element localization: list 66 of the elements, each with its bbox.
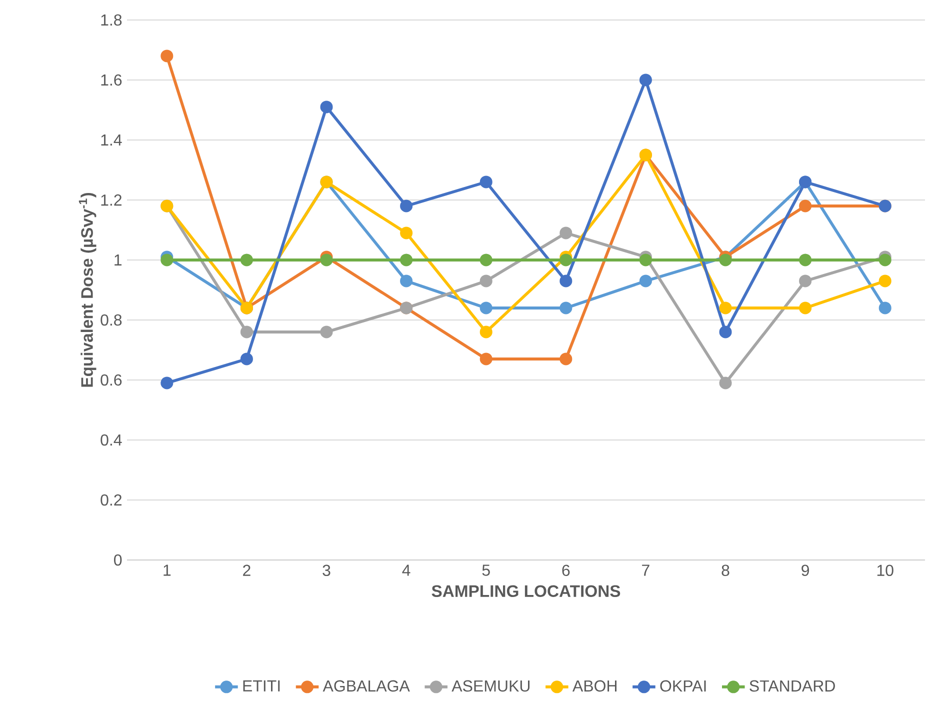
point	[480, 274, 492, 288]
point	[480, 352, 492, 366]
legend-label: STANDARD	[750, 680, 835, 692]
legend-label: AGBALAGA	[322, 680, 410, 692]
point	[240, 326, 253, 338]
point	[878, 274, 892, 288]
point	[160, 254, 174, 266]
legend-label: OKPAI	[660, 680, 706, 692]
point	[400, 254, 413, 266]
point	[320, 254, 333, 266]
y-tick-label: 1.8	[101, 14, 122, 26]
point	[480, 302, 492, 314]
x-tick-label: 4	[402, 564, 410, 576]
x-tick-label: 6	[562, 564, 570, 576]
x-tick-label: 10	[877, 564, 894, 576]
point	[480, 254, 492, 266]
point	[400, 200, 413, 212]
point	[400, 274, 413, 288]
y-tick-label: 1.2	[101, 194, 122, 206]
y-tick-label: 0.8	[100, 314, 122, 326]
point	[799, 274, 812, 288]
point	[320, 100, 333, 114]
y-tick-label: 1	[114, 254, 122, 266]
point	[480, 326, 492, 338]
point	[240, 254, 253, 266]
point	[639, 274, 652, 288]
x-tick-label: 9	[802, 564, 809, 576]
point	[160, 376, 174, 390]
y-tick-label: 1.4	[101, 134, 122, 146]
x-tick-label: 2	[243, 564, 250, 576]
point	[400, 226, 413, 240]
point	[799, 254, 812, 266]
point	[639, 254, 652, 266]
point	[719, 326, 732, 338]
x-axis-title: SAMPLING LOCATIONS	[432, 585, 620, 597]
point	[639, 74, 652, 86]
point	[560, 274, 572, 288]
x-tick-label: 8	[722, 564, 730, 576]
point	[719, 376, 732, 390]
x-tick-label: 5	[482, 564, 490, 576]
point	[560, 302, 572, 314]
point	[560, 226, 572, 240]
point	[878, 254, 892, 266]
point	[719, 302, 732, 314]
y-tick-label: 0.4	[100, 434, 122, 446]
y-axis-title: Equivalent Dose (µSvy$^{-1}$)	[78, 192, 96, 387]
point	[799, 302, 812, 314]
y-tick-label: 0.2	[100, 494, 122, 506]
point	[560, 254, 572, 266]
y-tick-label: 0	[114, 554, 122, 566]
point	[320, 326, 333, 338]
legend-label: ETITI	[243, 680, 280, 692]
point	[480, 176, 492, 188]
point	[719, 254, 732, 266]
point	[799, 200, 812, 212]
y-tick-label: 1.6	[101, 74, 122, 86]
point	[878, 302, 892, 314]
y-tick-label: 0.6	[100, 374, 122, 386]
x-tick-label: 7	[642, 564, 650, 576]
x-tick-label: 1	[164, 564, 171, 576]
point	[160, 50, 174, 62]
point	[560, 352, 572, 366]
legend-label: ABOH	[572, 680, 616, 692]
x-tick-label: 3	[322, 564, 330, 576]
legend-label: ASEMUKU	[452, 680, 530, 692]
point	[240, 352, 253, 366]
